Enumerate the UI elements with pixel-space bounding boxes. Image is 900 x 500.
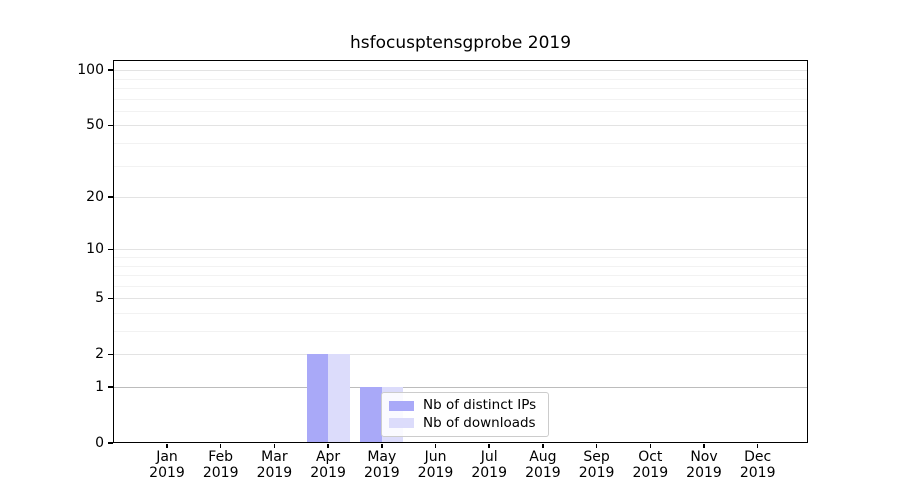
gridline-minor-3 — [113, 331, 808, 333]
legend-label-downloads: Nb of downloads — [423, 414, 536, 431]
bar-apr-nb-of-distinct-ips — [306, 354, 329, 443]
y-tick-mark-2 — [108, 353, 113, 355]
x-tick-mark-jul — [488, 443, 490, 448]
x-tick-label-jun: Jun 2019 — [396, 449, 476, 481]
x-tick-label-mar: Mar 2019 — [234, 449, 314, 481]
x-tick-month: Aug — [529, 449, 557, 465]
x-tick-year: 2019 — [363, 465, 400, 481]
gridline-minor-30 — [113, 165, 808, 167]
x-tick-month: Jun — [424, 449, 447, 465]
legend-swatch-distinct-ips-icon — [389, 400, 414, 411]
x-tick-mark-sep — [595, 443, 598, 448]
gridline-major-5 — [113, 298, 808, 300]
plot-area — [113, 60, 808, 443]
x-tick-mark-dec — [756, 443, 759, 448]
legend-label-distinct-ips: Nb of distinct IPs — [423, 397, 537, 414]
gridline-minor-8 — [113, 265, 808, 267]
x-tick-mark-nov — [703, 443, 705, 448]
x-tick-year: 2019 — [578, 465, 615, 481]
x-tick-month: Oct — [638, 449, 663, 465]
x-tick-month: Jul — [480, 449, 498, 465]
x-tick-mark-apr — [327, 443, 329, 448]
x-tick-label-dec: Dec 2019 — [718, 449, 798, 481]
gridline-minor-90 — [113, 78, 808, 80]
y-tick-mark-50 — [108, 124, 113, 127]
gridline-minor-6 — [113, 285, 808, 287]
gridline-major-50 — [113, 125, 808, 127]
x-tick-label-jul: Jul 2019 — [449, 449, 529, 481]
x-tick-mark-oct — [649, 443, 652, 448]
y-tick-label-20: 20 — [86, 189, 104, 206]
x-tick-mark-aug — [542, 443, 544, 448]
x-tick-mark-jun — [434, 443, 437, 448]
legend: Nb of distinct IPs Nb of downloads — [381, 392, 549, 437]
x-tick-label-may: May 2019 — [342, 449, 422, 481]
x-tick-month: Feb — [208, 449, 234, 465]
x-tick-label-apr: Apr 2019 — [288, 449, 368, 481]
legend-item-downloads: Nb of downloads — [389, 414, 541, 431]
gridline-major-20 — [113, 197, 808, 199]
gridline-minor-40 — [113, 143, 808, 145]
x-tick-mark-feb — [219, 443, 222, 448]
x-tick-mark-jan — [166, 443, 168, 448]
x-tick-label-aug: Aug 2019 — [503, 449, 583, 481]
gridline-minor-4 — [113, 312, 808, 314]
x-tick-year: 2019 — [256, 465, 293, 481]
y-tick-label-5: 5 — [95, 290, 104, 307]
bar-may-nb-of-distinct-ips — [360, 387, 382, 443]
x-tick-year: 2019 — [739, 465, 776, 481]
x-tick-month: Mar — [261, 449, 288, 465]
x-tick-year: 2019 — [149, 465, 185, 481]
bar-apr-nb-of-downloads — [328, 354, 350, 443]
y-tick-mark-10 — [108, 248, 113, 251]
chart-title: hsfocusptensgprobe 2019 — [349, 33, 572, 53]
gridline-minor-70 — [113, 98, 808, 100]
x-tick-month: May — [367, 449, 397, 465]
y-tick-label-100: 100 — [77, 62, 104, 79]
legend-swatch-downloads-icon — [389, 418, 414, 429]
legend-item-distinct-ips: Nb of distinct IPs — [389, 398, 541, 413]
y-tick-label-2: 2 — [95, 346, 104, 363]
gridline-minor-80 — [113, 88, 808, 90]
y-tick-label-10: 10 — [86, 241, 104, 258]
x-tick-month: Nov — [690, 449, 718, 465]
y-tick-mark-5 — [108, 297, 113, 299]
x-tick-label-feb: Feb 2019 — [181, 449, 261, 481]
gridline-minor-60 — [113, 110, 808, 112]
y-tick-mark-100 — [108, 69, 113, 71]
y-tick-label-0: 0 — [95, 435, 104, 451]
y-tick-mark-0 — [108, 442, 113, 444]
x-tick-year: 2019 — [417, 465, 454, 481]
x-tick-year: 2019 — [525, 465, 561, 481]
y-tick-label-1: 1 — [95, 379, 104, 395]
x-tick-year: 2019 — [632, 465, 669, 481]
x-tick-label-jan: Jan 2019 — [127, 449, 207, 481]
y-tick-mark-20 — [108, 196, 113, 198]
gridline-major-1 — [113, 387, 808, 388]
gridline-major-100 — [113, 70, 808, 72]
x-tick-label-sep: Sep 2019 — [557, 449, 637, 481]
x-tick-year: 2019 — [471, 465, 507, 481]
x-tick-month: Sep — [583, 449, 610, 465]
x-tick-label-oct: Oct 2019 — [610, 449, 690, 481]
gridline-major-2 — [113, 354, 808, 356]
x-tick-month: Jan — [156, 449, 178, 465]
x-tick-year: 2019 — [686, 465, 722, 481]
x-tick-month: Apr — [315, 449, 341, 465]
x-tick-mark-mar — [273, 443, 276, 448]
x-tick-mark-may — [381, 443, 383, 448]
x-tick-year: 2019 — [310, 465, 346, 481]
y-tick-label-50: 50 — [86, 117, 104, 134]
x-tick-year: 2019 — [202, 465, 239, 481]
gridline-minor-7 — [113, 275, 808, 277]
x-tick-month: Dec — [744, 449, 772, 465]
y-tick-mark-1 — [108, 386, 113, 388]
x-tick-label-nov: Nov 2019 — [664, 449, 744, 481]
gridline-minor-9 — [113, 257, 808, 258]
gridline-major-10 — [113, 249, 808, 251]
